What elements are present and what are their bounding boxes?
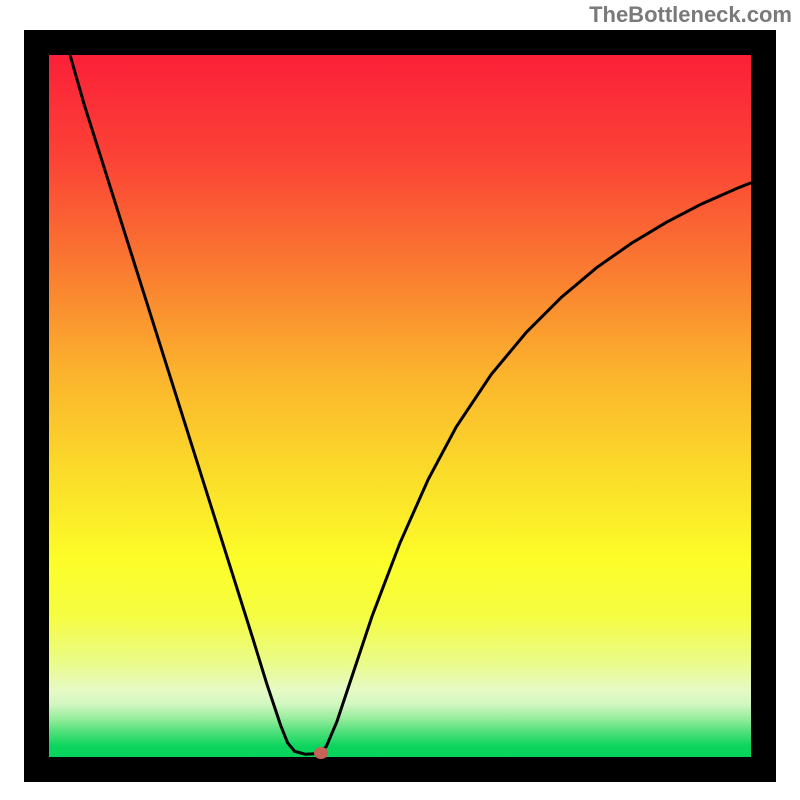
curve-svg [49, 55, 751, 757]
bottleneck-curve [70, 55, 751, 754]
plot-frame [24, 30, 776, 782]
chart-container: TheBottleneck.com [0, 0, 800, 800]
watermark-text: TheBottleneck.com [589, 2, 792, 28]
optimum-marker [314, 747, 328, 759]
